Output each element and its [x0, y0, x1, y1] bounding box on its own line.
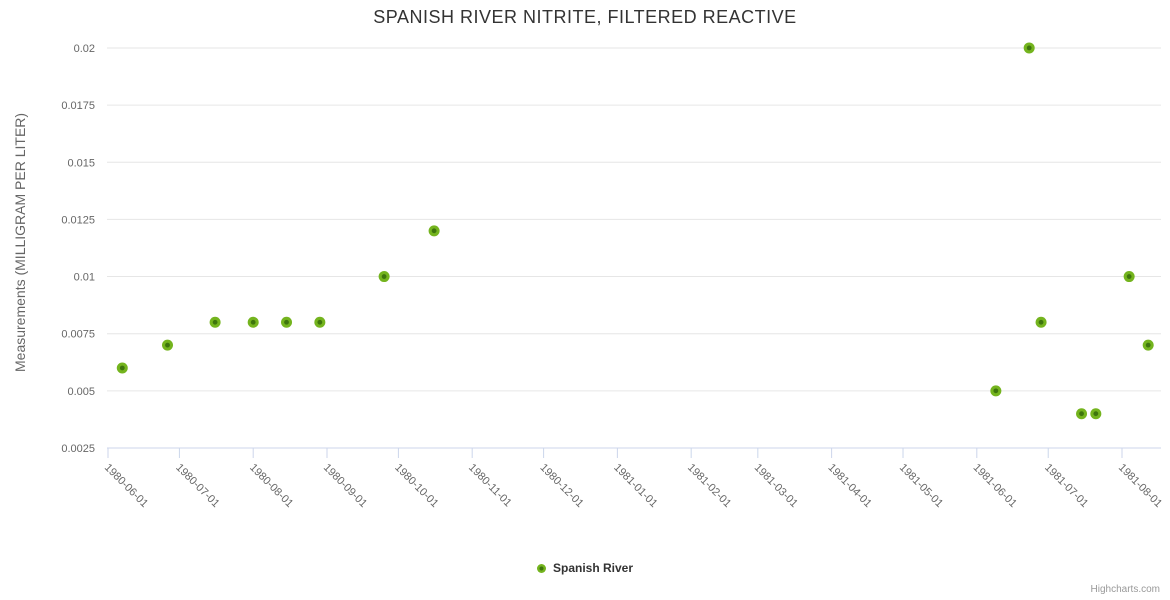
data-point-center	[1126, 274, 1132, 279]
chart-title: SPANISH RIVER NITRITE, FILTERED REACTIVE	[373, 7, 797, 27]
x-tick-label: 1980-12-01	[537, 462, 585, 510]
x-tick-label: 1980-07-01	[173, 462, 221, 510]
data-point-center	[1038, 319, 1044, 325]
data-point[interactable]	[1123, 271, 1135, 283]
y-tick-label: 0.02	[74, 43, 95, 55]
x-tick-label: 1981-04-01	[825, 462, 873, 510]
data-point[interactable]	[1090, 408, 1102, 420]
data-point[interactable]	[314, 316, 326, 328]
data-point-center	[993, 388, 999, 394]
data-point[interactable]	[247, 316, 259, 328]
x-tick-label: 1980-06-01	[102, 462, 150, 510]
legend-marker-icon	[536, 563, 546, 573]
data-point-center	[431, 228, 437, 234]
data-point-center	[165, 342, 170, 348]
data-point[interactable]	[378, 271, 390, 283]
y-tick-label: 0.0025	[61, 443, 95, 455]
legend-label: Spanish River	[552, 561, 634, 575]
x-tick-label: 1981-08-01	[1116, 462, 1164, 510]
data-point-center	[1026, 45, 1032, 51]
x-tick-label: 1981-07-01	[1042, 462, 1090, 510]
y-tick-label: 0.005	[67, 386, 95, 398]
data-point[interactable]	[116, 362, 128, 374]
data-point-center	[212, 319, 218, 325]
data-point[interactable]	[1023, 42, 1035, 54]
data-point[interactable]	[1035, 316, 1047, 328]
data-point-center	[1079, 411, 1084, 417]
y-tick-label: 0.01	[74, 272, 95, 284]
data-point-center	[119, 365, 125, 371]
y-tick-label: 0.0175	[61, 100, 95, 112]
x-tick-label: 1981-05-01	[897, 462, 945, 510]
x-tick-label: 1980-10-01	[392, 462, 440, 510]
y-tick-label: 0.015	[67, 157, 95, 169]
data-point-center	[250, 319, 256, 325]
x-tick-label: 1981-01-01	[611, 462, 659, 510]
data-point[interactable]	[162, 339, 174, 351]
data-point[interactable]	[428, 225, 440, 237]
y-tick-label: 0.0125	[61, 214, 95, 226]
highcharts-credits[interactable]: Highcharts.com	[1090, 584, 1160, 595]
data-point-center	[317, 319, 323, 325]
data-point-center	[1093, 411, 1099, 417]
data-point[interactable]	[1076, 408, 1088, 420]
y-tick-label: 0.0075	[61, 329, 95, 341]
x-tick-label: 1981-02-01	[685, 462, 733, 510]
x-tick-label: 1980-08-01	[247, 462, 295, 510]
x-tick-label: 1981-06-01	[971, 462, 1019, 510]
data-point[interactable]	[209, 316, 221, 328]
x-tick-label: 1980-09-01	[321, 462, 369, 510]
legend-item-spanish-river[interactable]: Spanish River	[0, 561, 1170, 575]
data-point[interactable]	[281, 316, 293, 328]
x-tick-label: 1981-03-01	[752, 462, 800, 510]
data-point-center	[284, 319, 289, 325]
data-point[interactable]	[990, 385, 1002, 397]
data-point-center	[1145, 342, 1151, 348]
x-tick-label: 1980-11-01	[466, 462, 514, 510]
data-point-center	[381, 274, 387, 279]
data-point[interactable]	[1142, 339, 1154, 351]
